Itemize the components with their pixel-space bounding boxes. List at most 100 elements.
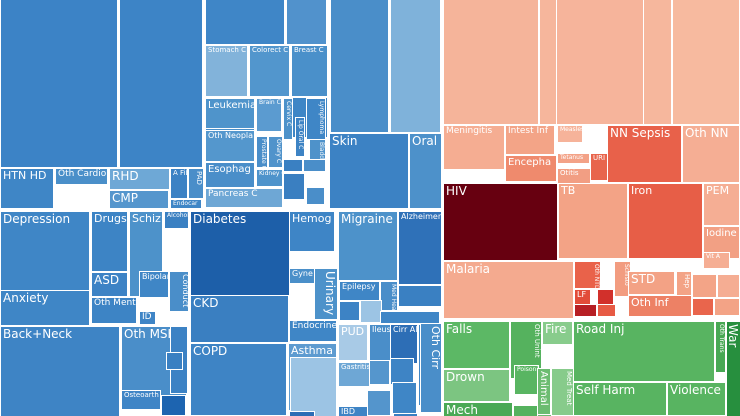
cell-label: Anxiety — [3, 291, 49, 305]
cell-unlabeled-62 — [289, 411, 315, 416]
cell-label: COPD — [193, 344, 228, 358]
cell-unlabeled-67 — [398, 285, 442, 307]
cell-label: Endocrine — [292, 321, 337, 331]
cell-label: Schiz — [132, 212, 161, 225]
cell-label: Endocar — [173, 200, 198, 207]
cell-unlabeled-76 — [390, 358, 414, 385]
cell-label: STD — [631, 272, 656, 286]
cell-label: Cirr Alc — [393, 325, 418, 334]
cell-oral: Oral — [409, 133, 442, 209]
cell-drugs: Drugs — [91, 211, 128, 272]
cell-unlabeled-25 — [283, 173, 305, 200]
cell-label: Bipolar — [142, 272, 169, 281]
group-separator — [188, 208, 190, 416]
cell-label: Animal — [538, 371, 549, 406]
cell-label: RHD — [112, 169, 139, 183]
cell-htn-hd: HTN HD — [0, 168, 54, 211]
cell-label: Alzheimer — [401, 212, 442, 221]
cell-label: Gastritis — [341, 363, 370, 371]
group-separator — [337, 208, 339, 416]
cell-label: Alcohol — [167, 212, 189, 219]
cell-a-fib: A Fib — [170, 168, 188, 199]
cell-encepha: Encepha — [505, 155, 557, 182]
cell-label: Breast C — [294, 46, 324, 54]
cell-unlabeled-51 — [166, 352, 183, 370]
cell-diabetes: Diabetes — [190, 211, 290, 297]
cell-esophag-c: Esophag C — [205, 162, 255, 188]
cell-med-head: Med Head — [380, 281, 398, 311]
cell-pancreas-c: Pancreas C — [205, 188, 283, 208]
cell-label: Road Inj — [576, 322, 625, 336]
cell-label: Meningitis — [446, 126, 493, 136]
cell-unlabeled-0 — [0, 0, 118, 168]
cell-endocrine: Endocrine — [289, 320, 337, 342]
cell-label: Iodine — [706, 228, 737, 239]
cell-label: Falls — [446, 322, 473, 336]
cell-label: Oth Cardio — [58, 169, 107, 179]
cell-label: Cervix C — [285, 101, 292, 127]
cell-unlabeled-75 — [369, 360, 390, 385]
cell-unlabeled-3 — [286, 0, 327, 45]
cell-alzheimer: Alzheimer — [398, 211, 442, 285]
cell-label: ASD — [94, 273, 120, 287]
cell-label: CMP — [112, 191, 138, 205]
cell-cervix-c: Cervix C — [283, 98, 293, 140]
cell-label: Colorect C — [252, 46, 289, 54]
cell-label: Skin — [332, 134, 358, 148]
cell-epilepsy: Epilepsy — [339, 281, 380, 301]
cell-label: War — [726, 324, 740, 348]
cell-kidney-c: Kidney C — [256, 169, 283, 187]
cell-label: PUD — [341, 325, 365, 338]
cell-meningitis: Meningitis — [443, 125, 505, 170]
cell-unlabeled-114 — [717, 274, 740, 298]
cell-unlabeled-50 — [161, 395, 186, 416]
cell-unlabeled-23 — [283, 159, 303, 172]
cell-label: Oth Inf — [631, 296, 669, 309]
cell-label: Lymphoma — [318, 101, 325, 134]
cell-label: CKD — [193, 296, 219, 310]
cell-asd: ASD — [91, 272, 128, 297]
cell-med-treat: Med Treat — [551, 368, 574, 416]
cell-label: Vit A — [706, 253, 721, 260]
cell-mech: Mech — [443, 402, 513, 416]
cell-label: PAD — [195, 171, 203, 185]
cell-label: Migraine — [341, 212, 393, 226]
cell-label: IBD — [341, 407, 356, 416]
cell-lip-oral-c: Lip Oral C — [295, 117, 305, 157]
cell-oth-ntd: Oth NTD — [574, 261, 601, 289]
cell-unlabeled-2 — [205, 0, 285, 45]
cell-oth-cardio: Oth Cardio — [55, 168, 108, 185]
cell-tb: TB — [558, 183, 628, 259]
cell-label: Med Treat — [565, 371, 573, 406]
cell-malaria: Malaria — [443, 261, 574, 320]
cell-label: Drugs — [94, 212, 127, 225]
cell-unlabeled-70 — [380, 311, 440, 324]
cell-label: Osteoarth — [124, 391, 159, 399]
cell-drown: Drown — [443, 369, 510, 402]
cell-unlabeled-1 — [119, 0, 203, 168]
cell-measles: Measles — [557, 125, 583, 143]
cell-label: HTN HD — [3, 169, 47, 182]
cell-leukemia: Leukemia — [205, 98, 255, 129]
cell-label: Depression — [3, 212, 71, 226]
cell-unlabeled-82 — [393, 413, 418, 416]
cell-tetanus: Tetanus — [557, 153, 590, 164]
group-separator — [443, 318, 740, 321]
cell-fire: Fire — [542, 321, 573, 345]
cell-ileus: Ileus — [369, 324, 392, 362]
cell-label: Prostate C — [260, 139, 267, 168]
cell-unlabeled-8 — [390, 0, 441, 133]
cell-label: Oth Ment — [94, 298, 136, 308]
cell-label: Self Harm — [576, 383, 636, 397]
cell-label: Fire — [545, 322, 567, 336]
cell-label: Mech — [446, 403, 478, 416]
cell-pem: PEM — [703, 183, 740, 226]
cell-intest-inf: Intest Inf — [505, 125, 555, 155]
cell-pad: PAD — [188, 168, 204, 199]
cell-gastritis: Gastritis — [338, 362, 370, 387]
cell-urinary: Urinary — [314, 268, 338, 320]
cell-label: Tetanus — [560, 154, 584, 161]
cell-unlabeled-79 — [367, 390, 391, 416]
cell-unlabeled-61 — [290, 357, 337, 416]
